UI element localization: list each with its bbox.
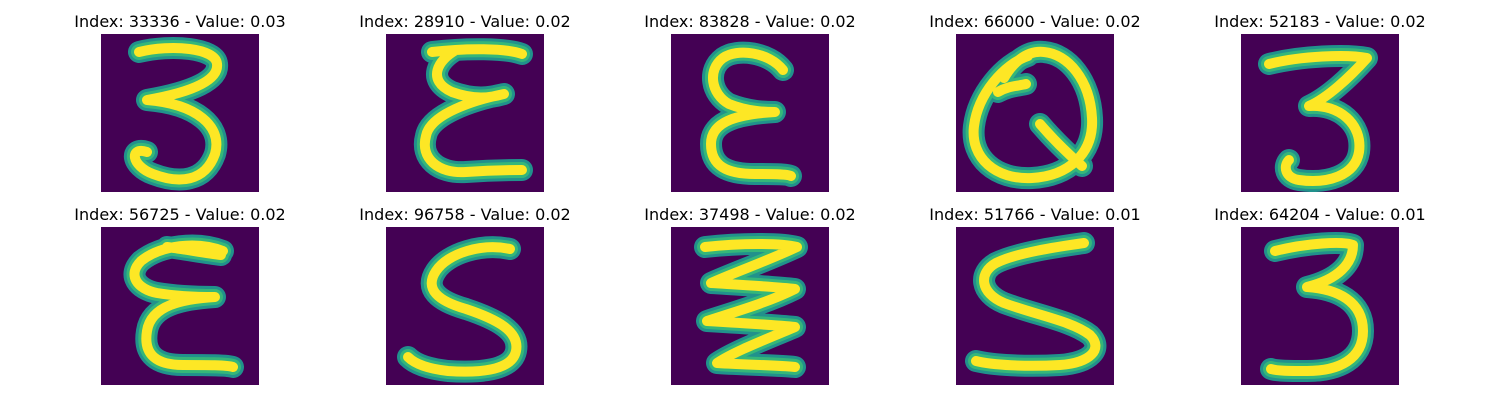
digit-image — [956, 227, 1114, 385]
panel-title: Index: 51766 - Value: 0.01 — [929, 205, 1141, 224]
panel-title: Index: 37498 - Value: 0.02 — [644, 205, 856, 224]
digit-image — [386, 34, 544, 192]
digit-image — [386, 227, 544, 385]
digit-image — [956, 34, 1114, 192]
panel-title: Index: 83828 - Value: 0.02 — [644, 12, 856, 31]
panel-title: Index: 56725 - Value: 0.02 — [74, 205, 286, 224]
panel-title: Index: 33336 - Value: 0.03 — [74, 12, 286, 31]
digit-image — [1241, 227, 1399, 385]
panel-title: Index: 52183 - Value: 0.02 — [1214, 12, 1426, 31]
digit-image — [101, 227, 259, 385]
panel-title: Index: 28910 - Value: 0.02 — [359, 12, 571, 31]
digit-image — [671, 227, 829, 385]
digit-image — [1241, 34, 1399, 192]
panel-title: Index: 96758 - Value: 0.02 — [359, 205, 571, 224]
digit-image — [671, 34, 829, 192]
digit-image — [101, 34, 259, 192]
panel-title: Index: 64204 - Value: 0.01 — [1214, 205, 1426, 224]
panel-title: Index: 66000 - Value: 0.02 — [929, 12, 1141, 31]
